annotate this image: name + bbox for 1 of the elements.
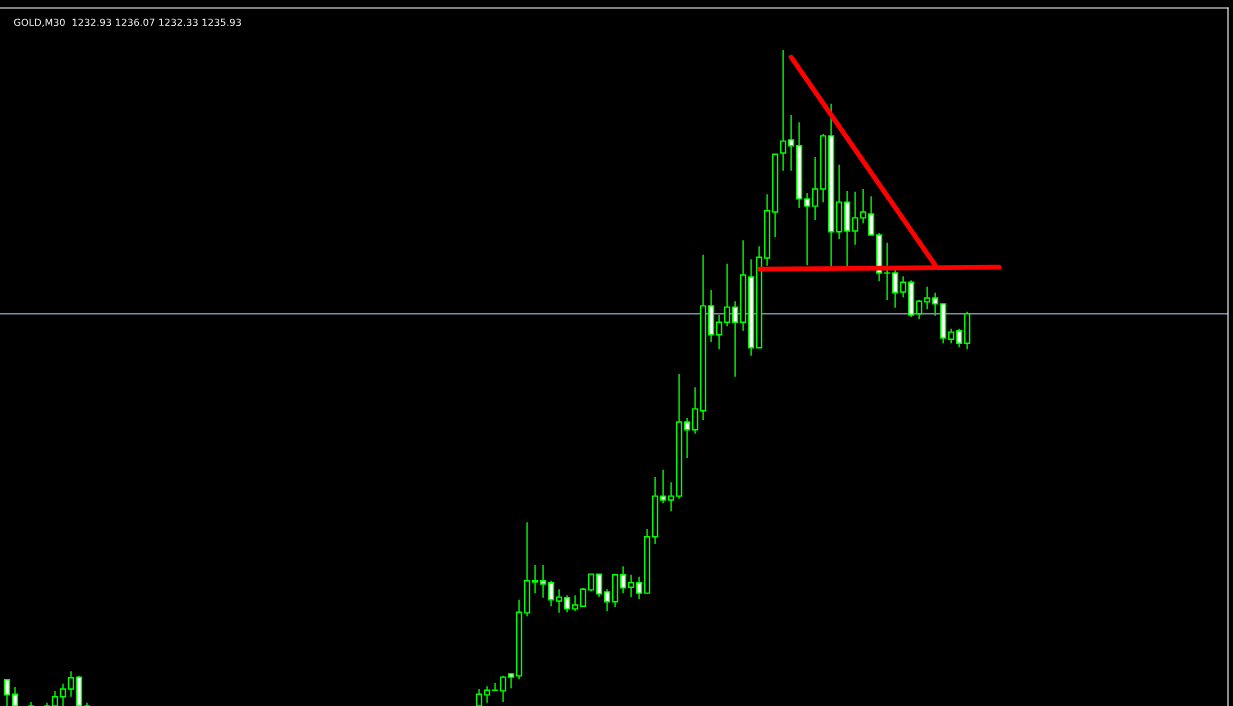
chart-title: GOLD,M30 1232.93 1236.07 1232.33 1235.93 — [14, 18, 241, 27]
